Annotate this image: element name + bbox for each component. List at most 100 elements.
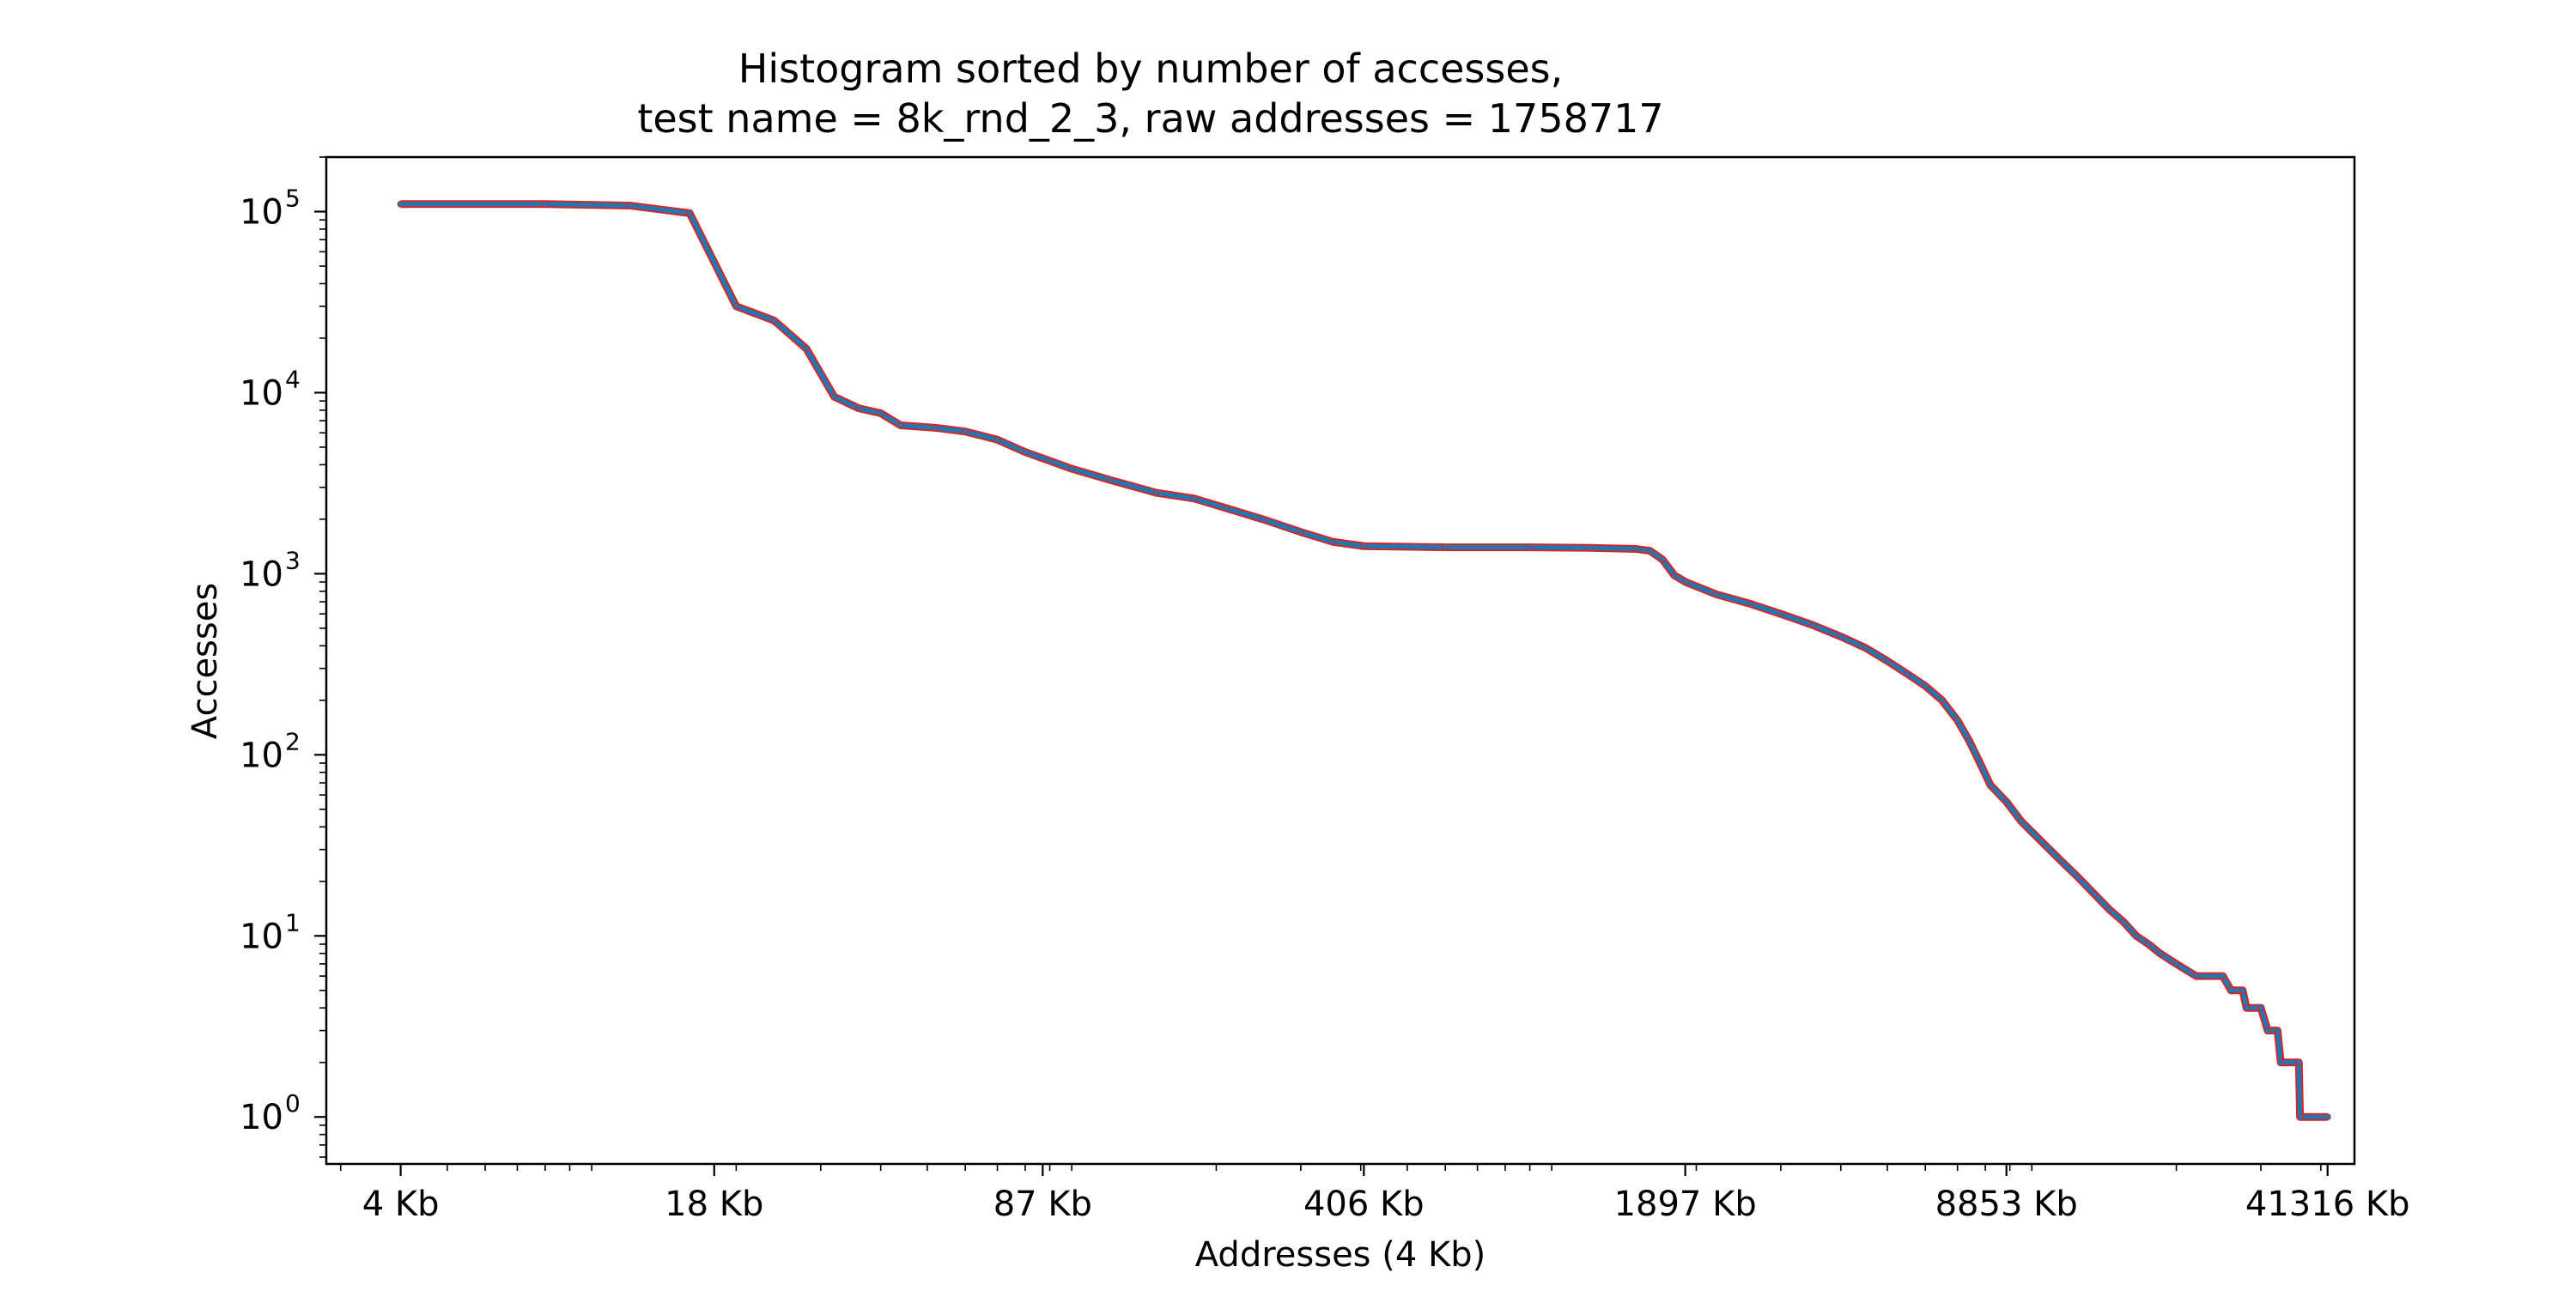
data-point bbox=[932, 424, 939, 432]
data-point bbox=[1360, 542, 1368, 550]
data-point bbox=[993, 436, 1001, 444]
data-point bbox=[1862, 644, 1869, 652]
data-point bbox=[803, 345, 811, 353]
data-point bbox=[2057, 857, 2065, 864]
data-point bbox=[877, 409, 884, 417]
data-point bbox=[1632, 545, 1640, 553]
data-point bbox=[2017, 817, 2025, 825]
data-point bbox=[732, 302, 740, 310]
data-point bbox=[2119, 918, 2127, 925]
y-tick-label: 10 bbox=[240, 736, 283, 775]
data-point bbox=[2324, 1113, 2331, 1121]
data-point bbox=[1904, 670, 1911, 678]
data-point bbox=[2105, 906, 2113, 913]
data-point bbox=[1046, 457, 1054, 464]
y-tick-exponent: 3 bbox=[285, 546, 301, 574]
y-tick-exponent: 0 bbox=[285, 1089, 301, 1118]
data-point bbox=[1922, 682, 1929, 690]
data-point bbox=[1883, 657, 1891, 664]
data-point bbox=[2091, 890, 2099, 898]
data-point bbox=[1777, 610, 1784, 618]
data-point bbox=[1442, 543, 1449, 551]
data-point bbox=[830, 393, 838, 401]
y-tick-label: 10 bbox=[240, 373, 283, 413]
data-point bbox=[686, 209, 694, 217]
y-tick-exponent: 1 bbox=[285, 908, 301, 936]
data-point bbox=[1106, 476, 1114, 484]
data-point bbox=[1938, 696, 1946, 704]
y-tick-label: 10 bbox=[240, 917, 283, 956]
data-point bbox=[1670, 572, 1678, 579]
data-point bbox=[2243, 1004, 2251, 1012]
x-tick-label: 4 Kb bbox=[362, 1185, 440, 1224]
x-axis-label: Addresses (4 Kb) bbox=[1195, 1235, 1485, 1275]
data-point bbox=[2257, 1004, 2264, 1012]
data-point bbox=[2274, 1027, 2281, 1034]
x-tick-label: 406 Kb bbox=[1303, 1185, 1425, 1224]
chart-title: Histogram sorted by number of accesses, bbox=[738, 45, 1563, 92]
x-tick-label: 87 Kb bbox=[993, 1185, 1092, 1224]
x-tick-label: 1897 Kb bbox=[1614, 1185, 1757, 1224]
data-point bbox=[2239, 986, 2246, 994]
data-point bbox=[541, 200, 549, 208]
y-axis-label: Accesses bbox=[185, 583, 225, 739]
data-point bbox=[1526, 543, 1534, 551]
x-tick-label: 18 Kb bbox=[665, 1185, 763, 1224]
y-tick-exponent: 4 bbox=[285, 365, 301, 393]
data-point bbox=[2263, 1027, 2271, 1034]
data-point bbox=[1976, 759, 1984, 767]
data-point bbox=[1809, 621, 1817, 629]
data-point bbox=[1953, 717, 1961, 724]
data-point bbox=[2192, 973, 2200, 980]
data-point bbox=[2145, 940, 2153, 948]
data-point bbox=[1659, 555, 1667, 563]
data-point bbox=[1190, 494, 1198, 502]
data-point bbox=[770, 317, 778, 324]
data-point bbox=[2172, 960, 2180, 967]
data-point bbox=[2296, 1113, 2304, 1121]
data-point bbox=[2002, 798, 2010, 806]
data-point bbox=[855, 404, 863, 412]
data-point bbox=[1068, 465, 1076, 473]
data-point bbox=[1646, 547, 1654, 555]
data-point bbox=[1965, 736, 1973, 744]
data-point bbox=[1297, 528, 1304, 536]
data-point bbox=[1987, 781, 1995, 789]
data-point bbox=[1712, 591, 1720, 598]
data-point bbox=[2219, 973, 2227, 980]
data-point bbox=[1223, 505, 1230, 512]
data-point bbox=[896, 421, 904, 429]
data-point bbox=[2038, 838, 2046, 846]
data-point bbox=[1329, 538, 1337, 546]
x-tick-label: 41316 Kb bbox=[2245, 1185, 2410, 1224]
y-tick-label: 10 bbox=[240, 555, 283, 594]
data-point bbox=[2156, 949, 2164, 957]
data-point bbox=[397, 200, 404, 208]
data-point bbox=[1747, 600, 1755, 608]
axis-ticks: 4 Kb 18 Kb 87 Kb 406 Kb 1897 Kb 8853 Kb 41316 … bbox=[240, 156, 2410, 1224]
data-point bbox=[962, 427, 969, 435]
plot-frame bbox=[325, 155, 2356, 1166]
data-point bbox=[2132, 932, 2140, 940]
plot-series bbox=[397, 200, 2331, 1121]
data-point bbox=[1586, 544, 1594, 552]
data-point bbox=[1682, 579, 1690, 586]
data-point bbox=[2075, 874, 2082, 882]
data-point bbox=[2277, 1058, 2285, 1066]
x-tick-label: 8853 Kb bbox=[1935, 1185, 2078, 1224]
data-point bbox=[1152, 489, 1160, 497]
data-point bbox=[1021, 448, 1029, 456]
data-point bbox=[626, 202, 634, 209]
data-point bbox=[1259, 515, 1267, 523]
data-point bbox=[2295, 1058, 2303, 1066]
data-point bbox=[2227, 986, 2235, 994]
y-tick-exponent: 5 bbox=[285, 185, 301, 213]
y-tick-exponent: 2 bbox=[285, 727, 301, 755]
y-tick-label: 10 bbox=[240, 193, 283, 233]
y-tick-label: 10 bbox=[240, 1098, 283, 1137]
data-point bbox=[1837, 633, 1844, 640]
chart-subtitle: test name = 8k_rnd_2_3, raw addresses = … bbox=[637, 95, 1663, 142]
